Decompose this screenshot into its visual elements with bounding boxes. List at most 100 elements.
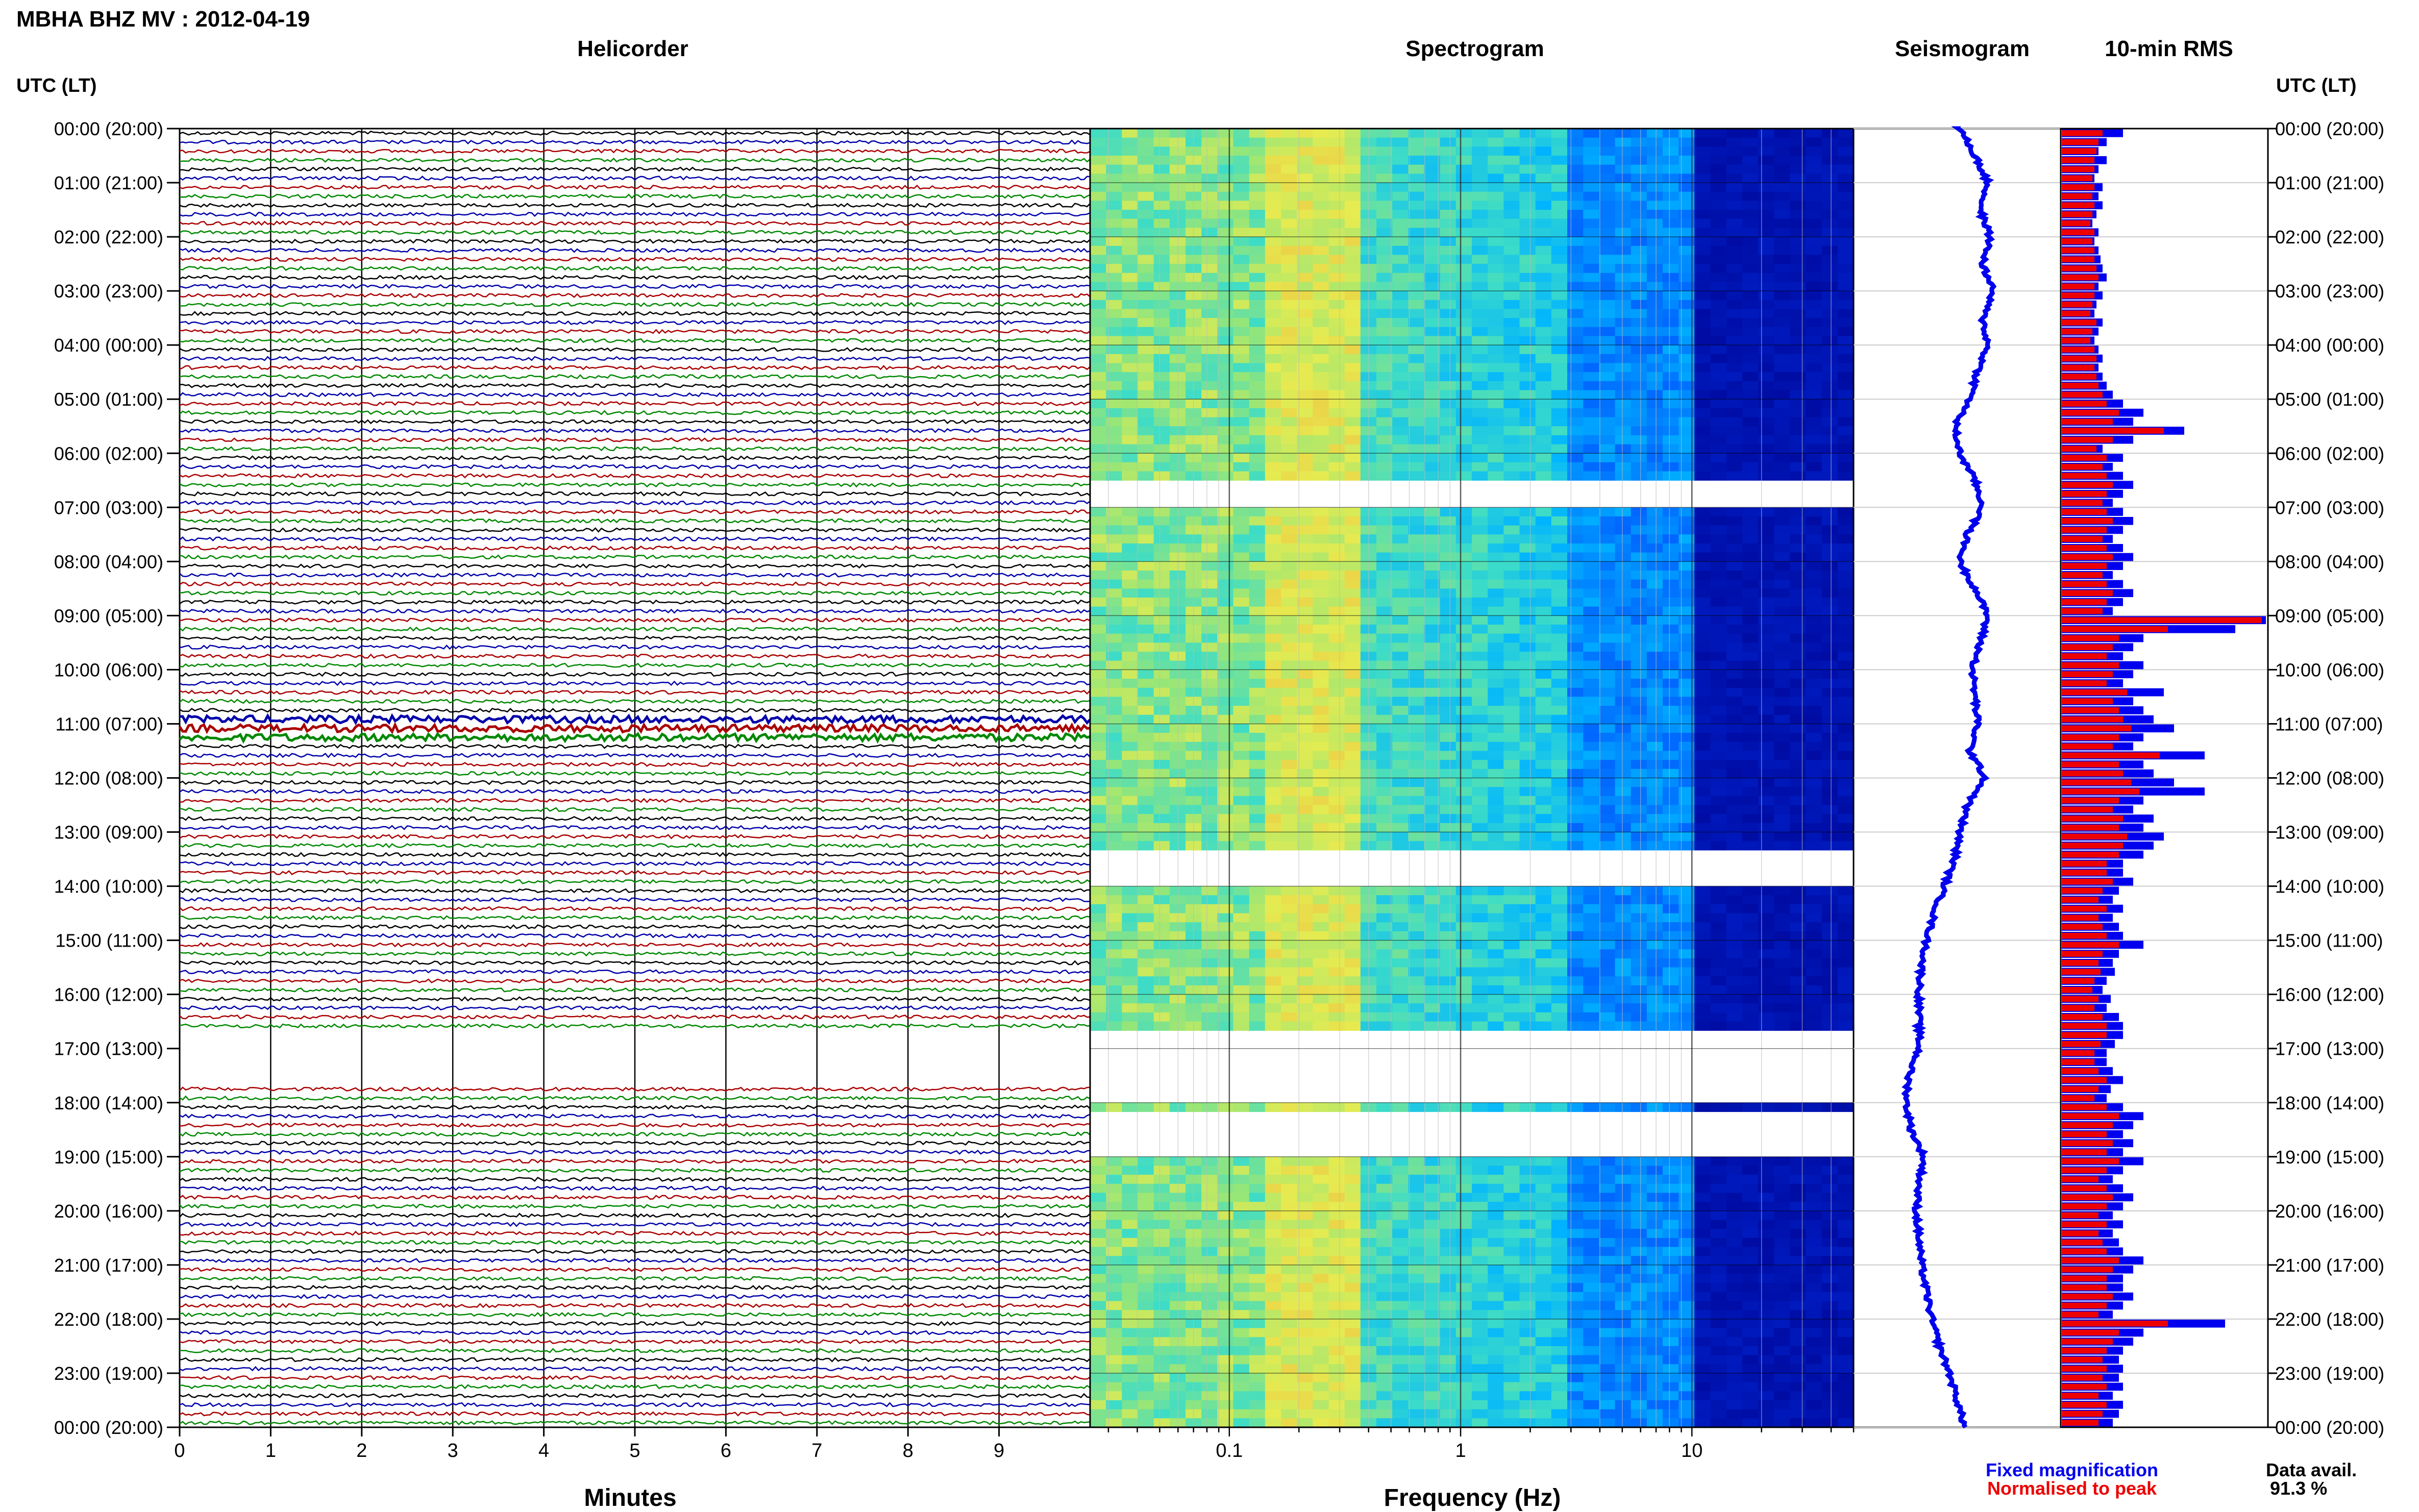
- spectrogram-cell: [1758, 183, 1774, 192]
- spectrogram-cell: [1806, 264, 1822, 274]
- spectrogram-cell: [1313, 778, 1329, 787]
- spectrogram-cell: [1408, 435, 1425, 445]
- spectrogram-cell: [1488, 164, 1504, 174]
- spectrogram-cell: [1313, 218, 1329, 228]
- spectrogram-cell: [1758, 137, 1774, 147]
- spectrogram-cell: [1265, 218, 1281, 228]
- spectrogram-cell: [1551, 561, 1568, 571]
- spectrogram-cell: [1646, 841, 1663, 851]
- spectrogram-cell: [1631, 598, 1647, 607]
- spectrogram-cell: [1249, 913, 1266, 923]
- spectrogram-cell: [1440, 796, 1457, 806]
- spectrogram-cell: [1710, 164, 1727, 174]
- spectrogram-cell: [1392, 994, 1409, 1004]
- spectrogram-cell: [1455, 507, 1472, 517]
- spectrogram-cell: [1455, 796, 1472, 806]
- spectrogram-cell: [1233, 796, 1250, 806]
- spectrogram-cell: [1806, 525, 1822, 535]
- spectrogram-cell: [1599, 272, 1616, 283]
- spectrogram-cell: [1837, 697, 1854, 706]
- spectrogram-cell: [1408, 931, 1425, 941]
- spectrogram-cell: [1646, 823, 1663, 833]
- spectrogram-cell: [1249, 336, 1266, 345]
- spectrogram-cell: [1201, 534, 1218, 544]
- spectrogram-cell: [1694, 796, 1711, 806]
- spectrogram-cell: [1742, 805, 1759, 814]
- spectrogram-cell: [1742, 670, 1759, 679]
- spectrogram-cell: [1313, 823, 1329, 833]
- spectrogram-cell: [1710, 985, 1727, 995]
- spectrogram-cell: [1233, 228, 1250, 237]
- spectrogram-cell: [1281, 129, 1297, 138]
- spectrogram-cell: [1313, 724, 1329, 733]
- spectrogram-cell: [1503, 183, 1520, 192]
- spectrogram-cell: [1837, 670, 1854, 679]
- spectrogram-cell: [1376, 949, 1393, 959]
- spectrogram-cell: [1106, 598, 1122, 607]
- spectrogram-cell: [1726, 886, 1743, 896]
- spectrogram-cell: [1297, 245, 1313, 256]
- spectrogram-cell: [1408, 976, 1425, 986]
- spectrogram-cell: [1408, 245, 1425, 256]
- spectrogram-cell: [1440, 994, 1457, 1004]
- spectrogram-cell: [1615, 940, 1632, 950]
- spectrogram-cell: [1138, 426, 1154, 436]
- spectrogram-cell: [1217, 778, 1234, 787]
- spectrogram-cell: [1535, 598, 1552, 607]
- spectrogram-cell: [1726, 841, 1743, 851]
- spectrogram-cell: [1249, 814, 1266, 824]
- spectrogram-cell: [1519, 886, 1536, 896]
- spectrogram-cell: [1201, 1202, 1218, 1211]
- spectrogram-cell: [1503, 895, 1520, 905]
- spectrogram-cell: [1710, 1166, 1727, 1175]
- spectrogram-cell: [1201, 245, 1218, 256]
- spectrogram-cell: [1106, 164, 1122, 174]
- spectrogram-cell: [1440, 183, 1457, 192]
- spectrogram-cell: [1122, 895, 1139, 905]
- spectrogram-cell: [1758, 841, 1774, 851]
- spectrogram-cell: [1201, 823, 1218, 833]
- spectrogram-cell: [1646, 1166, 1663, 1175]
- spectrogram-cell: [1455, 1193, 1472, 1202]
- spectrogram-cell: [1679, 228, 1695, 237]
- spectrogram-cell: [1090, 218, 1106, 228]
- spectrogram-cell: [1694, 633, 1711, 643]
- spectrogram-cell: [1201, 435, 1218, 445]
- spectrogram-cell: [1201, 426, 1218, 436]
- spectrogram-cell: [1455, 408, 1472, 418]
- spectrogram-cell: [1122, 363, 1139, 373]
- spectrogram-cell: [1790, 940, 1807, 950]
- spectrogram-cell: [1615, 1175, 1632, 1184]
- spectrogram-cell: [1281, 390, 1297, 400]
- spectrogram-cell: [1663, 309, 1679, 318]
- spectrogram-cell: [1774, 237, 1790, 246]
- spectrogram-cell: [1615, 471, 1632, 481]
- spectrogram-cell: [1090, 507, 1106, 517]
- spectrogram-cell: [1265, 922, 1281, 932]
- spectrogram-cell: [1710, 579, 1727, 589]
- spectrogram-cell: [1535, 823, 1552, 833]
- spectrogram-cell: [1806, 1202, 1822, 1211]
- spectrogram-cell: [1440, 471, 1457, 481]
- spectrogram-cell: [1758, 164, 1774, 174]
- spectrogram-cell: [1153, 724, 1170, 733]
- spectrogram-cell: [1503, 417, 1520, 427]
- spectrogram-cell: [1599, 129, 1616, 138]
- spectrogram-cell: [1679, 922, 1695, 932]
- spectrogram-cell: [1679, 201, 1695, 210]
- spectrogram-cell: [1742, 282, 1759, 291]
- spectrogram-cell: [1663, 949, 1679, 959]
- spectrogram-cell: [1790, 967, 1807, 977]
- spectrogram-cell: [1138, 994, 1154, 1004]
- spectrogram-cell: [1281, 787, 1297, 797]
- spectrogram-cell: [1679, 949, 1695, 959]
- spectrogram-cell: [1821, 687, 1838, 698]
- spectrogram-cell: [1455, 462, 1472, 472]
- spectrogram-cell: [1138, 687, 1154, 698]
- spectrogram-cell: [1615, 363, 1632, 373]
- spectrogram-cell: [1265, 913, 1281, 923]
- spectrogram-cell: [1837, 435, 1854, 445]
- spectrogram-cell: [1646, 417, 1663, 427]
- spectrogram-cell: [1758, 146, 1774, 156]
- spectrogram-cell: [1313, 714, 1329, 725]
